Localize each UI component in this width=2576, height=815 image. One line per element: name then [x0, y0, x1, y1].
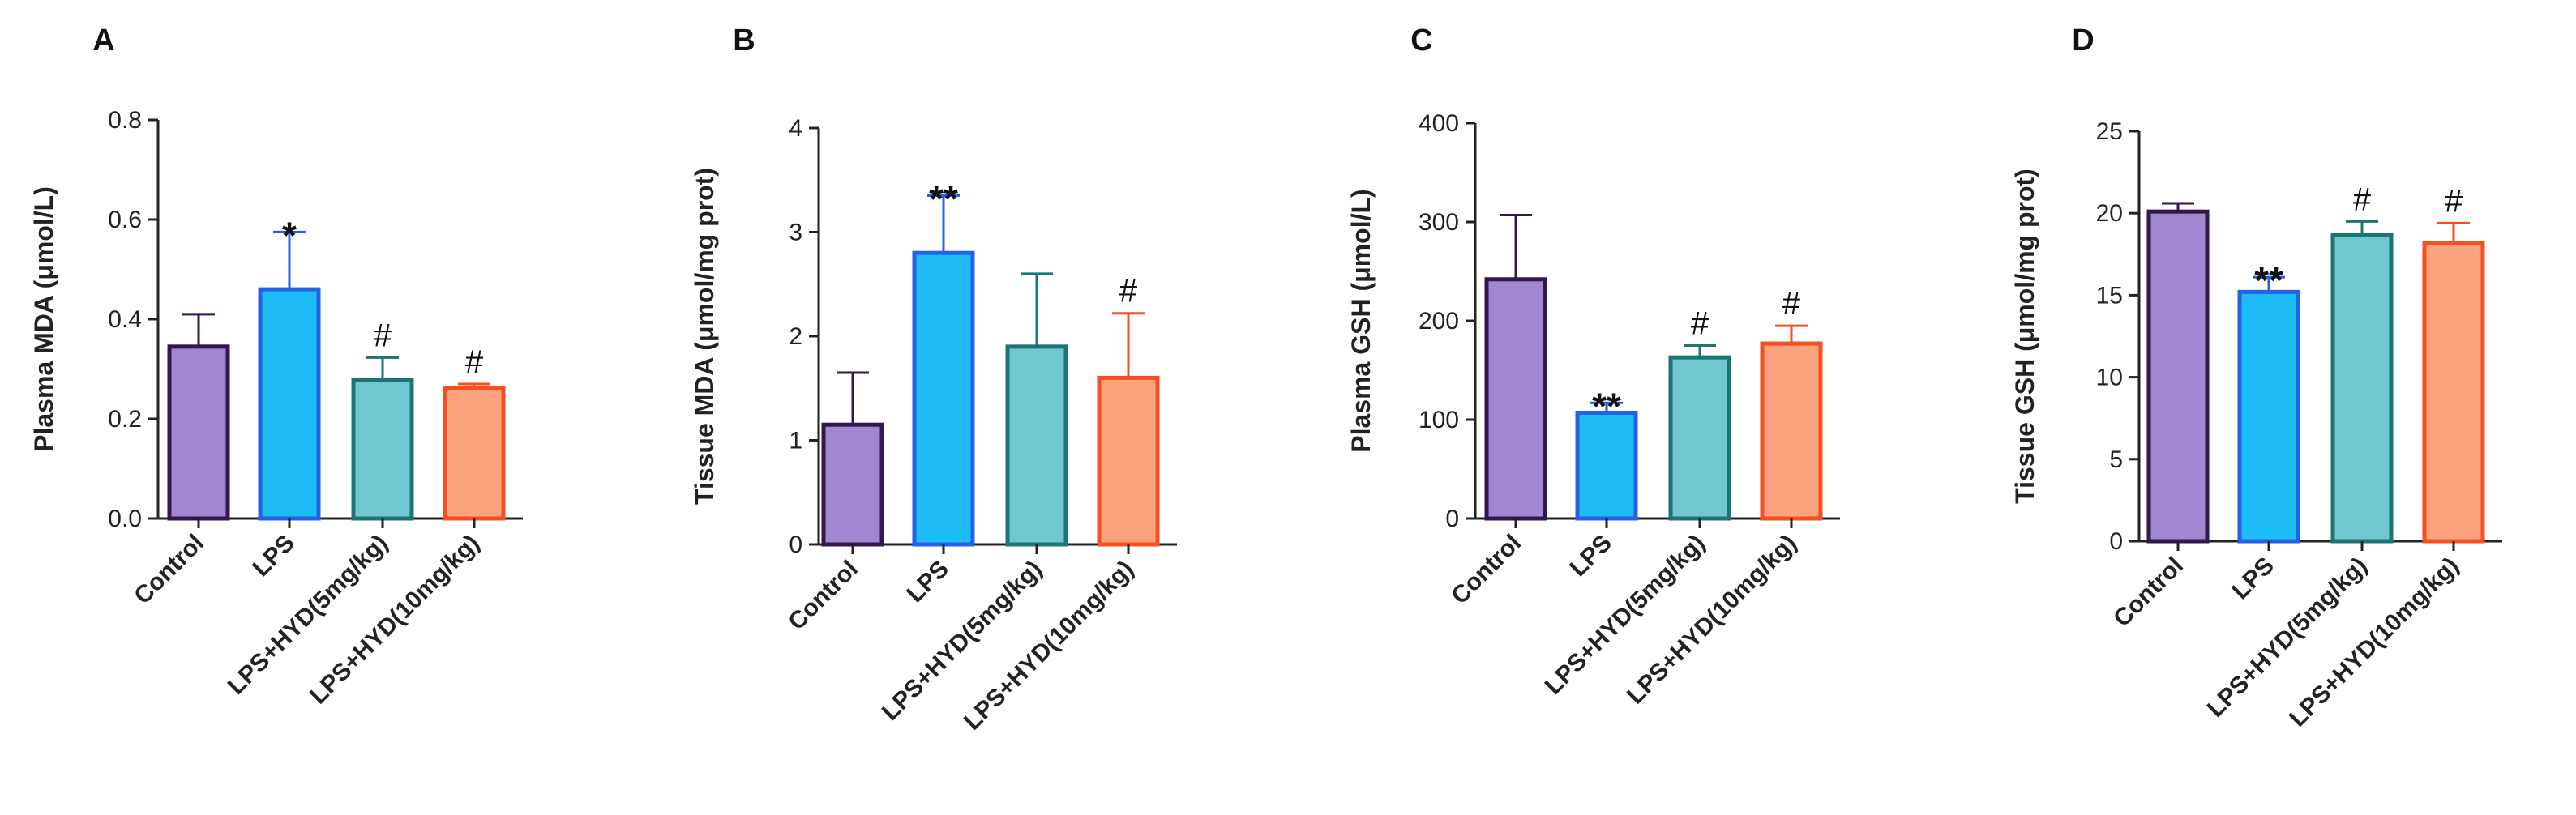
x-tick-label: LPS+HYD(10mg/kg): [305, 530, 485, 710]
bar: [1484, 277, 1547, 521]
chart-panel-d: D 0 5 10 15 20 25 Tissue GSH (μmol/mg prot) Cont…: [2010, 23, 2502, 732]
significance-marker: #: [1119, 274, 1138, 309]
bar: [912, 250, 975, 547]
y-axis-title: Tissue GSH (μmol/mg prot): [2010, 169, 2039, 504]
bar: [1760, 341, 1823, 521]
x-tick-label: LPS: [2227, 553, 2279, 605]
y-tick-label: 0: [1445, 506, 1459, 532]
bar: [2146, 209, 2210, 544]
x-tick-label: Control: [2108, 553, 2189, 633]
x-tick-label: Control: [1446, 530, 1526, 610]
bar: [443, 386, 506, 521]
significance-marker: #: [465, 344, 484, 380]
bar: [258, 287, 321, 521]
significance-marker: #: [1691, 306, 1709, 342]
y-tick-label: 2: [789, 323, 802, 350]
x-tick-label: LPS: [1564, 530, 1617, 582]
x-tick-label: LPS+HYD(5mg/kg): [877, 556, 1047, 726]
bar: [1097, 375, 1160, 547]
y-axis-title: Plasma GSH (μmol/L): [1346, 189, 1376, 452]
x-tick-label: LPS+HYD(10mg/kg): [2284, 553, 2464, 732]
x-tick-label: LPS: [247, 530, 300, 582]
x-tick-label: LPS+HYD(5mg/kg): [1540, 530, 1710, 700]
significance-marker: **: [2254, 259, 2283, 301]
y-tick-label: 200: [1419, 308, 1459, 335]
y-tick-label: 0.6: [108, 207, 142, 233]
bar: [167, 344, 230, 521]
x-tick-label: LPS+HYD(10mg/kg): [1622, 530, 1802, 710]
significance-marker: **: [1592, 385, 1621, 427]
significance-marker: #: [374, 318, 392, 353]
y-tick-label: 0.8: [108, 107, 142, 134]
y-tick-label: 100: [1419, 407, 1459, 433]
significance-marker: **: [929, 178, 958, 220]
y-tick-label: 0: [789, 531, 802, 558]
y-tick-label: 15: [2096, 282, 2123, 309]
bar: [821, 422, 884, 547]
y-tick-label: 5: [2109, 446, 2123, 473]
y-tick-label: 3: [789, 220, 802, 246]
panel-letter: A: [92, 23, 114, 58]
significance-marker: #: [2445, 183, 2463, 219]
panel-letter: D: [2072, 23, 2094, 58]
y-tick-label: 0.0: [108, 506, 142, 532]
y-tick-label: 300: [1419, 209, 1459, 236]
chart-panel-c: C 0 100 200 300 400 Plasma GSH (μmol/L) Control…: [1346, 23, 1840, 710]
x-tick-label: LPS+HYD(10mg/kg): [959, 556, 1139, 736]
y-tick-label: 0: [2109, 528, 2123, 555]
bar: [1668, 355, 1731, 521]
panel-letter: B: [733, 23, 755, 58]
y-axis-title: Tissue MDA (μmol/mg prot): [690, 168, 719, 505]
panel-letter: C: [1410, 23, 1432, 58]
significance-marker: #: [2353, 181, 2372, 217]
y-tick-label: 400: [1419, 110, 1459, 137]
bar: [351, 378, 414, 521]
chart-panel-a: A 0.0 0.2 0.4 0.6 0.8 Plasma MDA (μmol/L) Contr…: [29, 23, 523, 710]
x-tick-label: LPS+HYD(5mg/kg): [2202, 553, 2373, 723]
x-tick-label: LPS+HYD(5mg/kg): [223, 530, 393, 700]
x-tick-label: Control: [129, 530, 209, 610]
y-tick-label: 10: [2096, 365, 2123, 391]
y-tick-label: 0.4: [108, 306, 142, 333]
y-tick-label: 0.2: [108, 406, 142, 433]
bar: [2422, 241, 2485, 544]
y-tick-label: 25: [2096, 118, 2123, 145]
bar: [1005, 344, 1068, 547]
x-tick-label: LPS: [901, 556, 954, 608]
significance-marker: #: [1782, 286, 1801, 322]
x-tick-label: Control: [783, 556, 863, 636]
y-tick-label: 1: [789, 428, 802, 454]
bar: [1575, 410, 1638, 521]
bar: [2330, 233, 2394, 544]
y-tick-label: 4: [789, 115, 802, 142]
y-tick-label: 20: [2096, 200, 2123, 227]
significance-marker: *: [282, 214, 297, 256]
bar: [2237, 289, 2300, 544]
y-axis-title: Plasma MDA (μmol/L): [29, 186, 58, 452]
